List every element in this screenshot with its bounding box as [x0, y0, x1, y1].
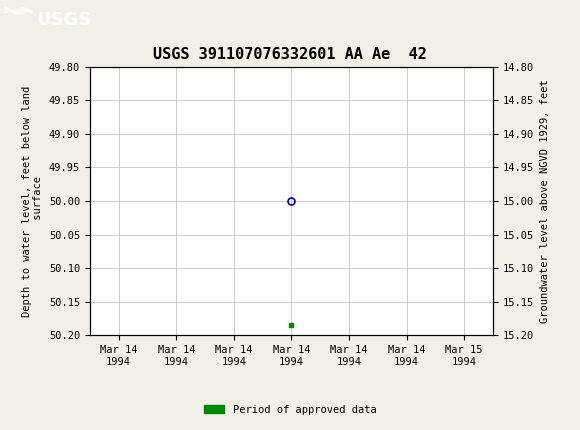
Text: USGS: USGS — [36, 11, 91, 29]
Y-axis label: Groundwater level above NGVD 1929, feet: Groundwater level above NGVD 1929, feet — [539, 79, 549, 323]
Legend: Period of approved data: Period of approved data — [200, 400, 380, 419]
Text: USGS 391107076332601 AA Ae  42: USGS 391107076332601 AA Ae 42 — [153, 46, 427, 61]
Y-axis label: Depth to water level, feet below land
 surface: Depth to water level, feet below land su… — [22, 86, 44, 316]
